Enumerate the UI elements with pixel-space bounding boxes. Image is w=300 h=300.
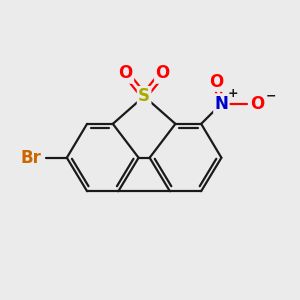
Text: S: S [138, 87, 150, 105]
Text: +: + [228, 87, 238, 100]
Text: O: O [155, 64, 170, 82]
Text: N: N [214, 94, 228, 112]
Text: O: O [118, 64, 133, 82]
Text: −: − [266, 90, 276, 103]
Text: Br: Br [21, 149, 42, 167]
Text: O: O [250, 94, 264, 112]
Text: O: O [209, 73, 223, 91]
